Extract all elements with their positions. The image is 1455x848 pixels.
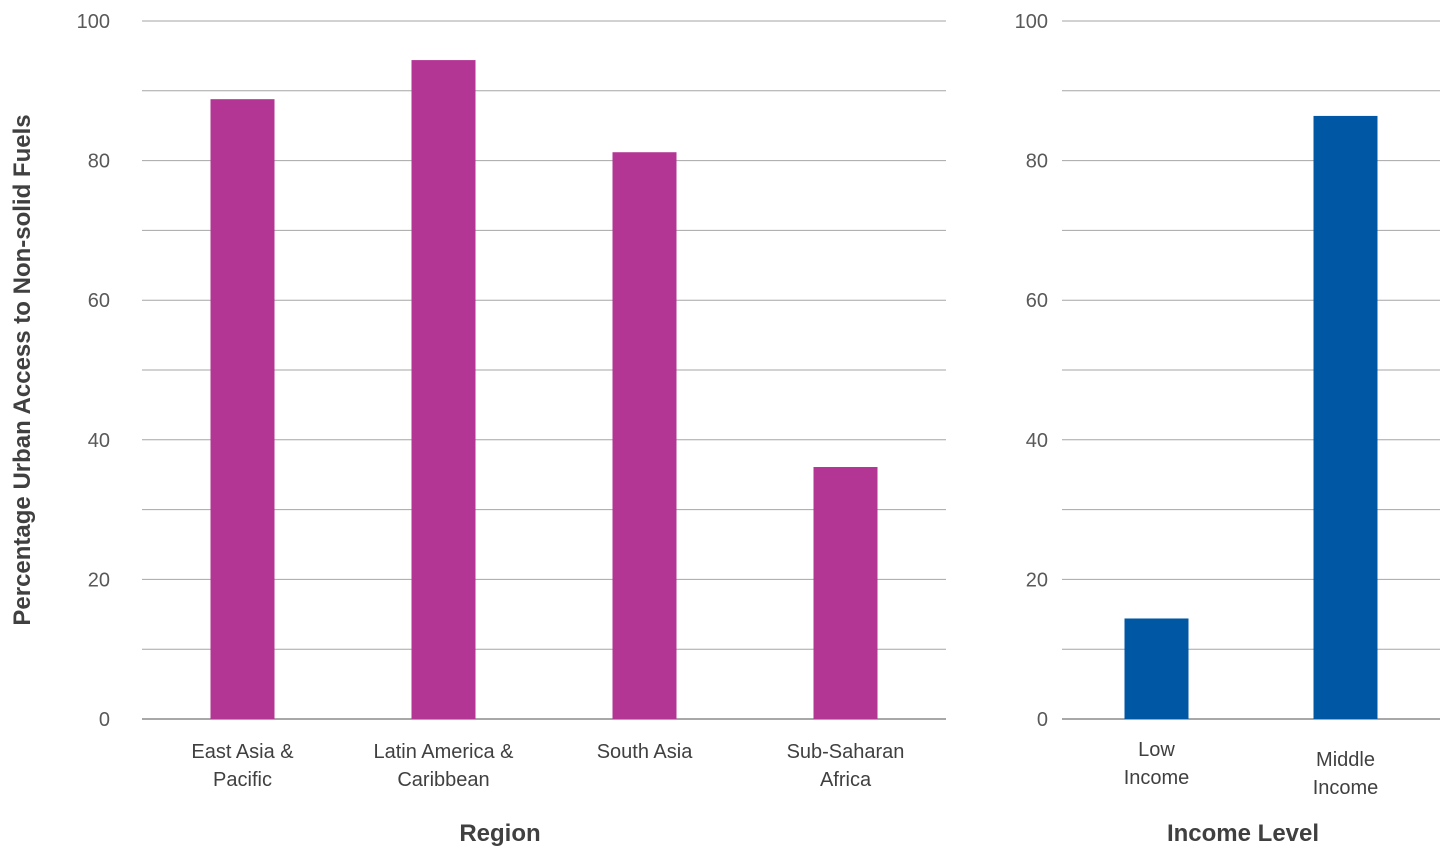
y-axis-title: Percentage Urban Access to Non-solid Fue… (9, 114, 36, 625)
y-tick-label: 20 (1026, 569, 1048, 591)
y-tick-label: 80 (88, 151, 110, 173)
y-tick-label: 60 (88, 290, 110, 312)
x-axis-title-income-level: Income Level (1167, 820, 1319, 847)
x-axis-title-region: Region (459, 820, 540, 847)
income-chart-panel: 0 20 40 60 80 100 Low Income Middle Income (1015, 11, 1440, 799)
y-tick-label: 40 (1026, 430, 1048, 452)
region-chart-panel: 0 20 40 60 80 100 East Asia & Pacific Latin Amer… (77, 11, 946, 791)
y-tick-label: 0 (99, 709, 110, 731)
y-tick-label: 60 (1026, 290, 1048, 312)
category-label: Sub-Saharan Africa (787, 741, 905, 791)
category-label: South Asia (597, 741, 694, 763)
category-label: Latin America & Caribbean (373, 741, 514, 791)
bar-region-4 (813, 467, 878, 719)
category-label: Middle Income (1313, 749, 1379, 799)
bar-income-1 (1124, 618, 1189, 719)
category-label: Low Income (1124, 739, 1190, 789)
bar-region-3 (612, 152, 677, 719)
bar-region-1 (210, 99, 275, 719)
y-tick-label: 100 (77, 11, 110, 33)
category-label: East Asia & Pacific (191, 741, 294, 791)
y-tick-label: 100 (1015, 11, 1048, 33)
bar-region-2 (411, 60, 476, 719)
bar-income-2 (1313, 115, 1378, 720)
y-tick-label: 0 (1037, 709, 1048, 731)
y-tick-label: 20 (88, 569, 110, 591)
y-tick-label: 80 (1026, 151, 1048, 173)
y-tick-label: 40 (88, 430, 110, 452)
